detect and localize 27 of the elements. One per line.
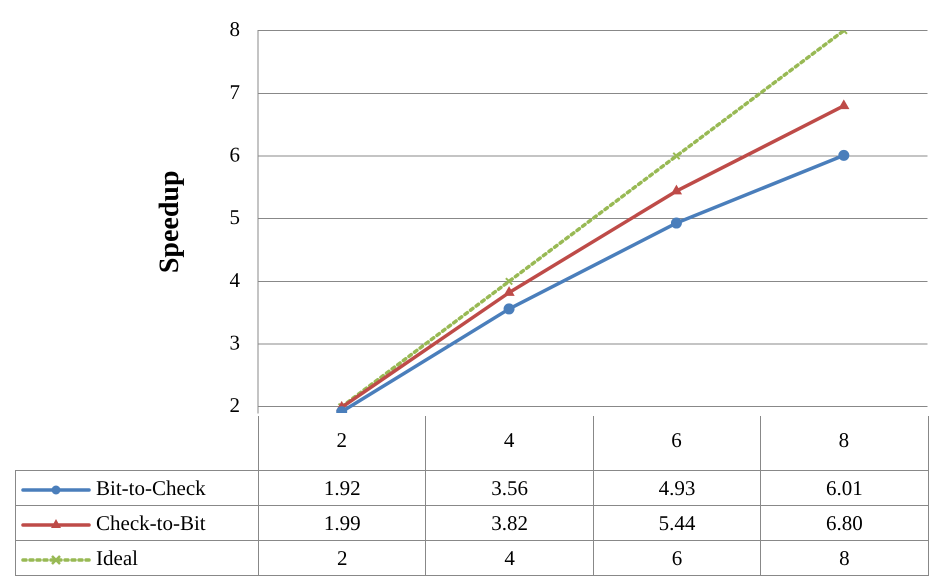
x-tick-label: 2 [336,428,347,452]
y-axis-title: Speedup [154,170,186,274]
data-label: 6.01 [760,470,928,506]
x-tick-label: 8 [838,428,850,452]
legend-label: Bit-to-Check [96,476,206,500]
x-tick-label: 4 [504,428,515,452]
legend-label: Ideal [96,546,138,570]
data-label: 6.80 [760,506,928,540]
data-label: 3.82 [426,506,594,540]
data-label: 4.93 [593,470,761,506]
data-label: 6 [593,540,761,576]
y-tick-label: 3 [230,330,240,355]
y-tick-label: 6 [230,142,240,166]
data-label: 5.44 [593,506,761,540]
y-tick-label: 8 [230,17,240,42]
x-tick-label: 6 [671,428,682,452]
y-tick-label: 5 [230,205,240,230]
y-tick-label: 4 [230,268,240,292]
y-tick-label: 2 [230,393,240,418]
data-label: 8 [760,540,928,576]
legend-label: Check-to-Bit [96,510,206,534]
data-label: 4 [426,540,594,576]
data-label: 2 [258,540,426,576]
data-label: 1.92 [258,470,426,506]
data-label: 3.56 [426,470,594,506]
y-tick-label: 7 [230,80,240,104]
data-label: 1.99 [258,506,426,540]
